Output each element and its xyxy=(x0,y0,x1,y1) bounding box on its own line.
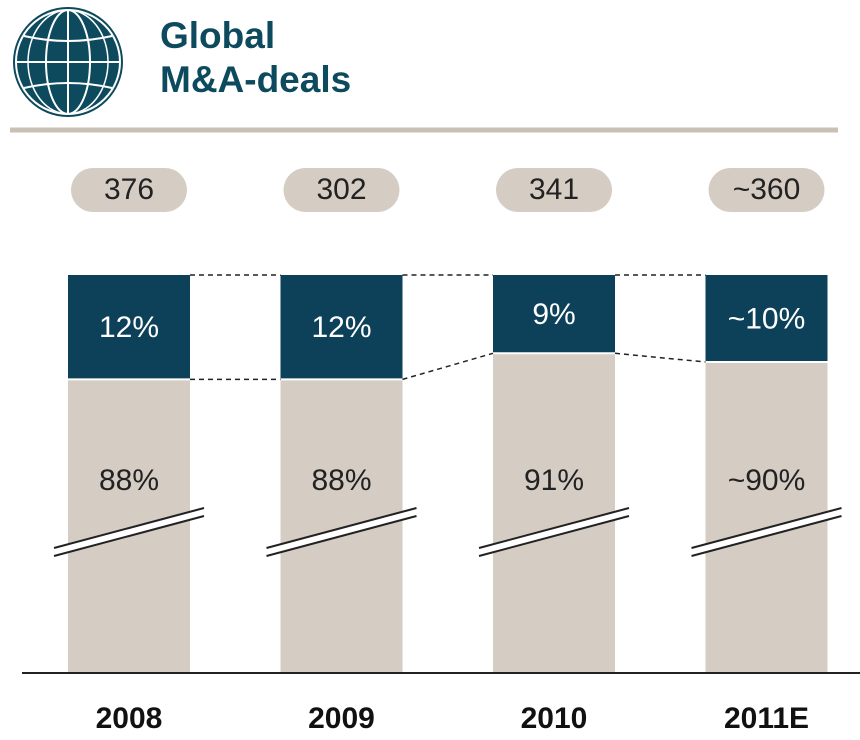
total-pill xyxy=(283,168,400,212)
bar-segment xyxy=(705,275,828,362)
value-label: 9% xyxy=(532,298,575,331)
axis-break xyxy=(691,508,842,556)
total-pill xyxy=(708,168,825,212)
total-label: ~360 xyxy=(733,173,801,206)
axis-break-line xyxy=(53,515,205,557)
axis-break-line xyxy=(266,507,417,549)
bar-segment xyxy=(280,275,403,380)
bar-segment xyxy=(68,379,190,672)
value-label: ~10% xyxy=(728,302,806,335)
value-label: 88% xyxy=(311,464,371,497)
axis-break-line xyxy=(53,507,205,549)
connector xyxy=(614,352,706,363)
bar-segment xyxy=(68,275,190,380)
value-label: 12% xyxy=(99,311,159,344)
bar-segment xyxy=(493,353,615,672)
total-pill xyxy=(71,168,187,212)
x-tick-label: 2009 xyxy=(308,702,375,735)
bar-segment xyxy=(280,379,403,672)
total-pill xyxy=(496,168,612,212)
axis-break-line xyxy=(478,515,630,557)
connector xyxy=(402,352,494,381)
bar-segment xyxy=(493,275,615,354)
x-tick-label: 2008 xyxy=(96,702,163,735)
value-label: 91% xyxy=(524,464,584,497)
globe-icon xyxy=(13,7,123,117)
axis-break-line xyxy=(691,515,842,557)
axis-break-line xyxy=(266,515,417,557)
axis-break-line xyxy=(478,507,630,549)
axis-break xyxy=(479,508,629,556)
value-label: 88% xyxy=(99,464,159,497)
total-label: 341 xyxy=(529,173,579,206)
value-label: 12% xyxy=(311,311,371,344)
total-label: 376 xyxy=(104,173,154,206)
total-label: 302 xyxy=(316,173,366,206)
axis-break xyxy=(266,508,417,556)
chart-title: Global M&A-deals xyxy=(160,15,352,100)
x-tick-label: 2011E xyxy=(724,702,809,735)
value-label: ~90% xyxy=(728,464,806,497)
axis-break-line xyxy=(691,507,842,549)
x-tick-label: 2010 xyxy=(521,702,588,735)
axis-break xyxy=(54,508,204,556)
